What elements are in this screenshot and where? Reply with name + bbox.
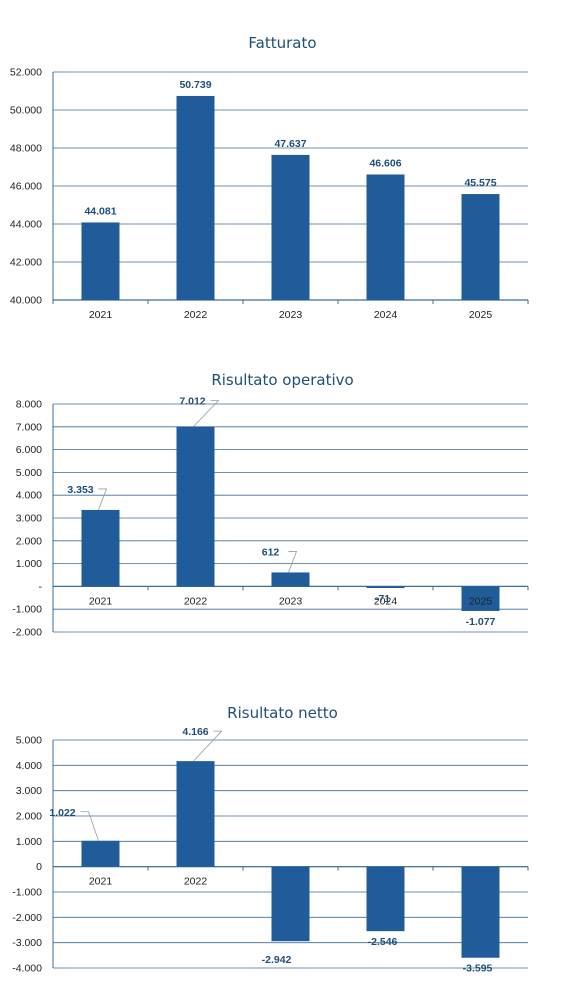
bar [81,222,120,300]
data-label: -3.595 [463,963,493,975]
chart-plot: -2.000-1.000-1.0002.0003.0004.0005.0006.… [12,396,529,639]
y-tick-label: -4.000 [12,963,42,975]
x-tick-label: 2022 [184,309,208,321]
y-tick-label: 48.000 [10,143,42,155]
bar [176,95,215,300]
bar [461,194,500,300]
data-label: 46.606 [369,157,401,169]
chart-fatturato: Fatturato 40.000 42.000 44.000 46.000 48.000… [0,0,579,330]
x-tick-label: 2021 [89,876,113,888]
y-tick-label: -3.000 [12,937,42,949]
bar [271,154,310,300]
bar [271,572,310,587]
x-tick-label: 2024 [374,595,398,607]
x-tick-label: 2023 [279,595,303,607]
x-tick-label: 2022 [184,876,208,888]
bar [366,866,405,932]
x-tick-label: 2025 [469,595,493,607]
x-tick-label: 2025 [469,309,493,321]
y-tick-label: -1.000 [12,604,42,616]
bar [176,761,215,867]
y-tick-label: -1.000 [12,887,42,899]
y-tick-label: -2.000 [12,627,42,639]
y-tick-label: 8.000 [16,399,42,411]
data-label: -1.077 [466,616,496,628]
y-tick-label: 52.000 [10,67,42,79]
bar [81,840,120,867]
y-tick-label: 1.000 [16,836,42,848]
y-tick-label: 50.000 [10,105,42,117]
bar [366,174,405,300]
bar [81,509,120,587]
leader-line [98,488,108,511]
x-tick-label: 2021 [89,595,113,607]
y-tick-label: 5.000 [16,467,42,479]
leader-line [193,730,223,762]
x-tick-label: 2022 [184,595,208,607]
chart-title: Risultato operativo [211,371,354,389]
y-tick-label: 6.000 [16,444,42,456]
y-tick-label: 2.000 [16,811,42,823]
bar [271,866,310,942]
x-tick-label: 2023 [279,309,303,321]
y-tick-label: 0 [36,861,42,873]
chart-plot: 40.000 42.000 44.000 46.000 48.000 50.000 52.0… [10,67,529,321]
y-tick-label: 3.000 [16,785,42,797]
data-label: 3.353 [67,484,93,496]
bar [461,586,500,611]
chart-title: Risultato netto [227,704,338,722]
y-tick-label: 42.000 [10,257,42,269]
y-tick-label: 7.000 [16,421,42,433]
chart-title: Fatturato [248,34,317,52]
y-tick-label: 46.000 [10,181,42,193]
x-tick-label: 2024 [374,309,398,321]
data-label: 47.637 [274,138,306,150]
chart-risultato-operativo: Risultato operativo -2.000 -1.000-1.000 2.… [12,371,529,639]
data-label: -71 [375,593,390,605]
data-label: 44.081 [84,205,116,217]
data-label: 7.012 [179,396,205,408]
y-tick-label: 4.000 [16,760,42,772]
data-label: -2.942 [262,954,292,966]
x-tick-label: 2021 [89,309,113,321]
leader-line [80,811,99,841]
bar [461,866,500,958]
leader-line [193,400,220,427]
y-tick-label: 3.000 [16,513,42,525]
bar [366,586,405,589]
y-tick-label: 1.000 [16,558,42,570]
y-tick-label: 5.000 [16,735,42,747]
y-tick-label: 2.000 [16,535,42,547]
data-label: 50.739 [179,79,211,91]
y-tick-label: - [39,581,43,593]
data-label: 4.166 [182,726,208,738]
y-tick-label: 44.000 [10,219,42,231]
bar [176,426,215,587]
data-label: 612 [262,546,280,558]
data-label: 1.022 [49,807,75,819]
y-tick-label: 40.000 [10,295,42,307]
data-label: 45.575 [464,177,496,189]
y-tick-label: 4.000 [16,490,42,502]
y-tick-label: -2.000 [12,912,42,924]
leader-line [288,551,298,573]
data-label: -2.546 [368,936,398,948]
